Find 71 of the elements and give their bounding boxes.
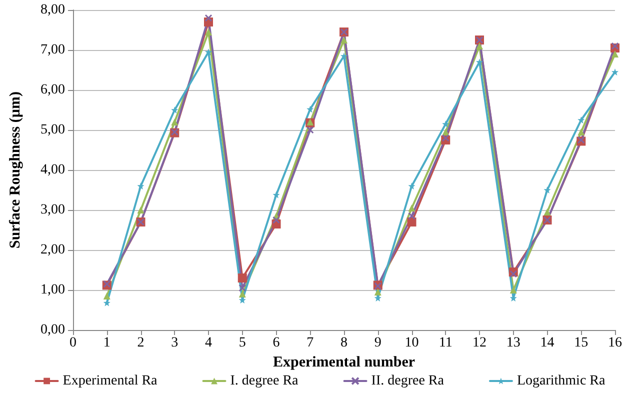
point: [612, 50, 618, 58]
point: [442, 120, 450, 128]
point: [238, 284, 246, 292]
y-tick-label: 1,00: [40, 282, 65, 298]
x-tick-label: 5: [238, 336, 246, 350]
x-tick-label: 14: [540, 336, 554, 350]
y-tick-label: 7,00: [40, 42, 65, 58]
point: [103, 299, 110, 306]
x-tick-label: 11: [438, 336, 452, 350]
y-tick-label: 4,00: [40, 162, 65, 178]
point: [238, 290, 246, 298]
point: [510, 286, 517, 294]
x-tick-label: 1: [103, 336, 110, 350]
legend-label: Experimental Ra: [62, 374, 158, 388]
point: [238, 274, 247, 282]
point: [510, 270, 518, 278]
point: [578, 128, 585, 136]
point: [340, 36, 348, 44]
y-tick-label: 2,00: [40, 242, 65, 258]
y-tick-label: 5,00: [40, 122, 65, 138]
y-tick-label: 8,00: [40, 2, 65, 18]
y-axis-title: Surface Roughness (µm): [8, 92, 24, 248]
point: [340, 52, 348, 60]
x-tick-label: 4: [205, 336, 212, 350]
point: [408, 182, 416, 190]
point: [476, 58, 483, 66]
x-axis-title: Experimental number: [272, 354, 416, 370]
point: [171, 118, 178, 126]
legend-label: II. degree Ra: [371, 374, 445, 388]
point: [272, 216, 280, 224]
point: [442, 134, 450, 142]
x-tick-label: 13: [506, 336, 520, 350]
x-tick-label: 3: [171, 336, 178, 350]
x-tick-label: 9: [374, 336, 382, 350]
legend-label: I. degree Ra: [230, 374, 300, 388]
point: [408, 204, 416, 212]
point: [204, 14, 212, 22]
x-tick-label: 6: [272, 336, 280, 350]
x-tick-label: 12: [472, 336, 486, 350]
point: [238, 296, 246, 304]
y-tick-label: 0,00: [40, 322, 65, 338]
point: [408, 212, 416, 220]
point: [544, 186, 551, 194]
point: [205, 28, 212, 36]
point: [374, 294, 382, 302]
point: [476, 42, 483, 50]
point: [306, 106, 314, 113]
point: [374, 288, 382, 296]
point: [205, 48, 212, 56]
point: [272, 191, 280, 198]
x-tick-label: 0: [70, 336, 76, 350]
x-tick-label: 2: [137, 336, 144, 350]
y-tick-label: 3,00: [40, 202, 65, 218]
point: [137, 182, 144, 190]
point: [442, 128, 450, 136]
point: [171, 106, 178, 114]
point: [407, 218, 416, 226]
x-tick-label: 15: [574, 336, 588, 350]
point: [611, 42, 619, 50]
x-tick-label: 10: [404, 336, 419, 350]
legend-label: Logarithmic Ra: [516, 374, 606, 388]
point: [612, 68, 618, 76]
x-tick-label: 16: [608, 336, 622, 350]
x-tick-label: 7: [306, 336, 314, 350]
point: [306, 126, 314, 134]
y-tick-label: 6,00: [40, 82, 65, 98]
point: [544, 208, 551, 216]
x-tick-label: 8: [340, 336, 348, 350]
point: [578, 116, 585, 124]
point: [137, 206, 144, 214]
point: [103, 292, 110, 300]
